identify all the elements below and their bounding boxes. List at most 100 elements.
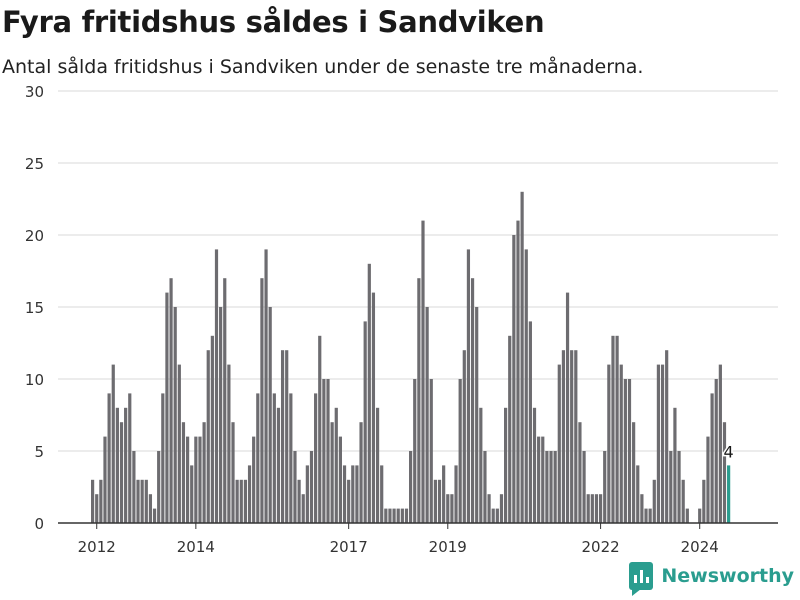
y-tick-label: 30 bbox=[25, 83, 44, 101]
bar bbox=[132, 451, 136, 523]
bar bbox=[603, 451, 607, 523]
x-tick-label: 2012 bbox=[78, 538, 116, 556]
bar bbox=[458, 379, 462, 523]
bar bbox=[499, 494, 504, 523]
bar bbox=[586, 494, 590, 523]
bar bbox=[557, 364, 561, 523]
newsworthy-logo-icon bbox=[629, 562, 654, 596]
bar bbox=[528, 321, 532, 523]
bar bbox=[235, 479, 239, 523]
bar bbox=[309, 451, 314, 523]
bar bbox=[239, 479, 243, 523]
bar bbox=[409, 451, 413, 523]
bar bbox=[206, 350, 210, 523]
x-tick-label: 2019 bbox=[429, 538, 467, 556]
bar bbox=[520, 191, 524, 524]
bar bbox=[326, 379, 330, 523]
bar bbox=[656, 364, 661, 523]
bar bbox=[437, 479, 442, 523]
bar bbox=[318, 335, 322, 523]
bar bbox=[636, 465, 640, 523]
y-tick-label: 0 bbox=[34, 515, 44, 533]
bar bbox=[495, 508, 499, 523]
bar bbox=[644, 508, 648, 523]
bar bbox=[429, 379, 433, 523]
bar bbox=[702, 479, 706, 523]
bar bbox=[148, 494, 153, 523]
bar bbox=[256, 393, 260, 523]
bar bbox=[553, 451, 557, 523]
bar bbox=[219, 307, 223, 523]
bar bbox=[524, 249, 528, 523]
bar bbox=[669, 451, 673, 523]
bar bbox=[380, 465, 384, 523]
bar bbox=[425, 307, 429, 523]
bar bbox=[549, 451, 553, 523]
bar bbox=[140, 479, 144, 523]
bar bbox=[475, 307, 479, 523]
bar bbox=[371, 292, 376, 523]
bar bbox=[227, 364, 231, 523]
bar bbox=[285, 350, 289, 523]
bar bbox=[710, 393, 714, 523]
bar bbox=[152, 508, 157, 523]
bar bbox=[301, 494, 305, 523]
bar bbox=[190, 465, 194, 523]
bar bbox=[115, 407, 119, 523]
y-tick-label: 25 bbox=[25, 155, 44, 173]
bar bbox=[582, 451, 586, 523]
bar bbox=[297, 479, 301, 523]
bar bbox=[512, 235, 516, 523]
bar bbox=[454, 465, 458, 523]
bar bbox=[223, 278, 227, 523]
newsworthy-logo: Newsworthy bbox=[629, 562, 794, 596]
bar bbox=[404, 508, 409, 523]
bar-highlight bbox=[727, 465, 731, 523]
bar bbox=[722, 422, 727, 523]
bar bbox=[578, 422, 582, 523]
bar bbox=[99, 479, 103, 523]
bar bbox=[413, 379, 417, 523]
bar bbox=[718, 364, 722, 523]
bar bbox=[532, 407, 537, 523]
bar bbox=[396, 508, 400, 523]
bar bbox=[714, 379, 718, 523]
bar bbox=[677, 451, 681, 523]
bar bbox=[338, 436, 342, 523]
bar bbox=[491, 508, 495, 523]
bar bbox=[619, 364, 623, 523]
bar bbox=[124, 407, 128, 523]
y-tick-label: 15 bbox=[25, 299, 44, 317]
bar bbox=[272, 393, 276, 523]
chart-title: Fyra fritidshus såldes i Sandviken bbox=[2, 5, 545, 39]
chart-subtitle: Antal sålda fritidshus i Sandviken under… bbox=[2, 56, 644, 78]
bar bbox=[541, 436, 545, 523]
bar bbox=[107, 393, 111, 523]
bar bbox=[260, 278, 264, 523]
bar bbox=[173, 307, 177, 523]
bar bbox=[111, 364, 115, 523]
bar bbox=[165, 292, 169, 523]
x-tick-label: 2024 bbox=[681, 538, 719, 556]
bar bbox=[611, 335, 615, 523]
bar bbox=[119, 422, 124, 523]
bar bbox=[177, 364, 181, 523]
bar bbox=[433, 479, 437, 523]
bar bbox=[214, 249, 219, 523]
bar bbox=[623, 379, 627, 523]
bar bbox=[330, 422, 334, 523]
bar bbox=[698, 508, 702, 523]
bar bbox=[516, 220, 520, 523]
bar bbox=[367, 263, 371, 523]
bar bbox=[479, 407, 483, 523]
bar bbox=[673, 407, 677, 523]
bar bbox=[545, 451, 549, 523]
bar bbox=[264, 249, 268, 523]
x-tick-label: 2022 bbox=[581, 538, 619, 556]
bar bbox=[355, 465, 359, 523]
bar bbox=[375, 407, 380, 523]
bar bbox=[615, 335, 619, 523]
bar bbox=[706, 436, 710, 523]
bar bbox=[660, 364, 665, 523]
